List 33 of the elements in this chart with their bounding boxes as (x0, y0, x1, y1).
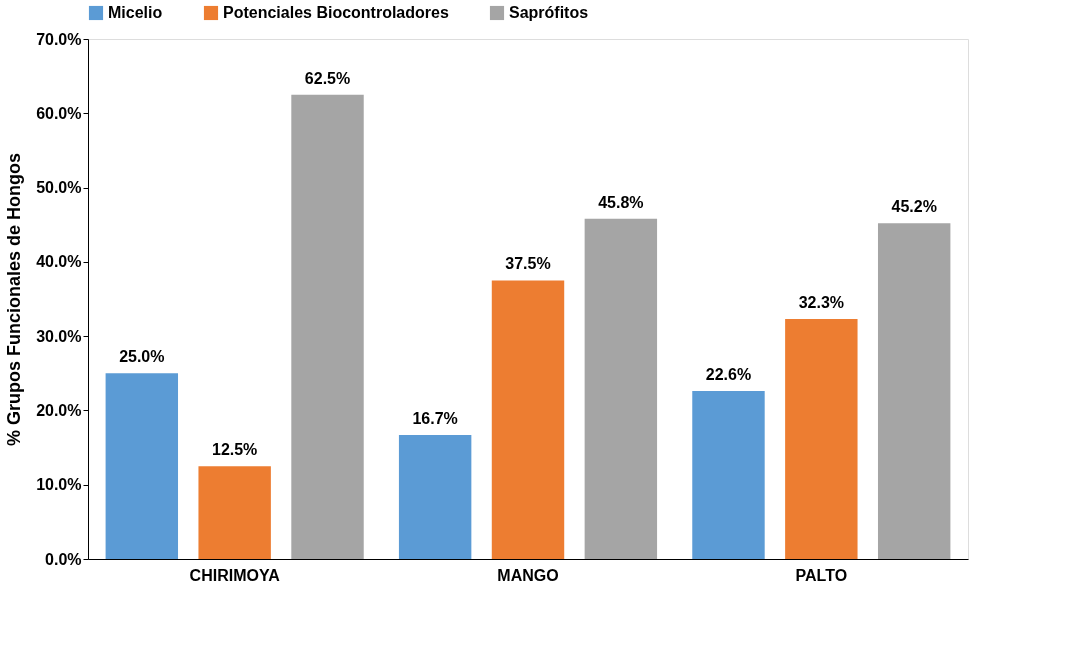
y-tick-label: 40.0% (36, 253, 82, 271)
legend-label: Micelio (108, 4, 163, 21)
y-tick-label: 50.0% (36, 179, 82, 197)
bar (291, 94, 364, 559)
data-label: 32.3% (798, 294, 845, 312)
data-label: 12.5% (211, 441, 258, 459)
y-tick-label: 20.0% (36, 401, 82, 419)
legend-label: Potenciales Biocontroladores (223, 4, 449, 21)
y-axis-title: % Grupos Funcionales de Hongos (4, 152, 25, 447)
x-tick-label: PALTO (795, 566, 848, 584)
y-tick-label: 10.0% (36, 476, 82, 494)
bar (785, 319, 858, 559)
legend-label: Saprófitos (509, 4, 589, 21)
y-tick-label: 70.0% (36, 30, 82, 48)
data-label: 62.5% (304, 69, 351, 87)
bar (398, 434, 472, 559)
bar (198, 466, 271, 559)
y-tick-label: 30.0% (36, 327, 82, 345)
data-label: 45.2% (891, 198, 937, 216)
y-tick-label: 0.0% (45, 550, 82, 568)
x-tick-label: CHIRIMOYA (189, 566, 281, 584)
data-label: 45.8% (598, 193, 644, 211)
data-label: 16.7% (412, 409, 458, 427)
bar (105, 373, 179, 559)
x-tick-label: MANGO (497, 566, 559, 584)
bar (584, 218, 658, 559)
bar (491, 280, 565, 559)
data-label: 37.5% (505, 255, 551, 273)
y-tick-label: 60.0% (36, 104, 82, 122)
bar (877, 223, 951, 559)
data-label: 25.0% (119, 348, 165, 366)
bar (692, 391, 765, 559)
data-label: 22.6% (705, 366, 752, 384)
